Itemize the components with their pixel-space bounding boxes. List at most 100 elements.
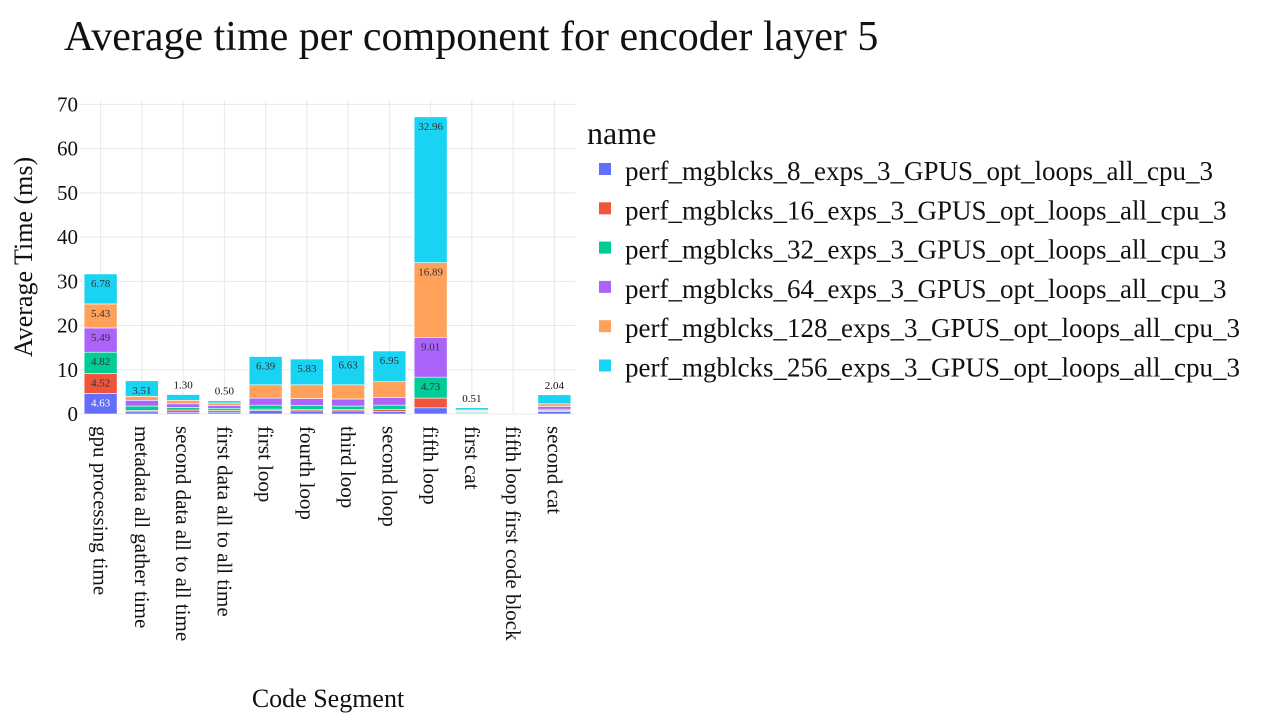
- x-tick-label: third loop: [336, 426, 360, 508]
- bar-segment: [372, 397, 407, 406]
- legend-entry: perf_mgblcks_256_exps_3_GPUS_opt_loops_a…: [625, 353, 1240, 383]
- bar-segment: [166, 403, 200, 408]
- bar-value-label: 5.49: [91, 332, 111, 344]
- y-axis-ticks: 0 10 20 30 40 50 60 70: [57, 92, 78, 426]
- bar-segment: [290, 358, 324, 386]
- bar-segment: [207, 400, 242, 404]
- bar-value-label: 1.30: [174, 380, 194, 392]
- bar-segment: [290, 405, 324, 410]
- x-tick-label: second data all to all time: [171, 426, 195, 641]
- legend: name perf_mgblcks_8_exps_3_GPUS_opt_loop…: [587, 115, 1240, 383]
- bar-segment: [331, 405, 365, 410]
- legend-entry: perf_mgblcks_64_exps_3_GPUS_opt_loops_al…: [625, 274, 1226, 304]
- bar-value-label: 6.78: [91, 278, 111, 290]
- bar-value-label: 4.52: [91, 378, 110, 390]
- x-tick-label: metadata all gather time: [130, 426, 154, 628]
- bar-segment: [413, 116, 448, 263]
- bar-segment: [537, 394, 572, 405]
- y-tick-label: 50: [57, 181, 78, 205]
- x-tick-label: fourth loop: [295, 426, 319, 520]
- y-tick-label: 40: [57, 225, 78, 249]
- bar-segment: [331, 410, 365, 415]
- bar-segment: [207, 405, 242, 409]
- bar-segment: [125, 380, 159, 397]
- legend-entry: perf_mgblcks_16_exps_3_GPUS_opt_loops_al…: [625, 195, 1226, 225]
- bar-segment: [290, 384, 324, 399]
- x-tick-label: first cat: [460, 426, 484, 490]
- bar-value-label: 2.04: [545, 380, 565, 392]
- bar-value-label: 32.96: [418, 121, 443, 133]
- bar-segment: [166, 394, 200, 401]
- y-tick-label: 70: [57, 92, 78, 116]
- grid-lines: [80, 100, 575, 415]
- bar-value-label: 0.51: [462, 393, 481, 405]
- x-tick-label: first loop: [254, 426, 278, 502]
- bar-segment: [537, 411, 572, 415]
- bar-segment: [166, 407, 200, 411]
- legend-swatch: [599, 280, 611, 293]
- bar-value-label: 9.01: [421, 341, 440, 353]
- x-tick-label: fifth loop first code block: [501, 426, 525, 641]
- bar-segment: [166, 409, 200, 413]
- bar-segment: [537, 403, 572, 407]
- legend-title: name: [587, 115, 656, 151]
- bar-segment: [537, 406, 572, 410]
- bar-segment: [413, 407, 448, 415]
- bar-value-label: 4.82: [91, 356, 110, 368]
- bars: 4.63 4.52 4.82 4.73 5.49 9.01 5.43 16.89 6.78 3.5…: [83, 116, 572, 415]
- legend-swatch: [599, 163, 611, 175]
- bar-segment: [248, 384, 283, 399]
- bar-segment: [166, 399, 200, 405]
- bar-segment: [83, 327, 118, 353]
- x-tick-label: second loop: [377, 426, 401, 527]
- bar-value-label: 5.83: [297, 363, 317, 375]
- bar-segment: [372, 411, 407, 415]
- legend-swatch: [599, 202, 611, 215]
- y-axis-title: Average Time (ms): [9, 157, 38, 357]
- x-axis-title: Code Segment: [252, 684, 405, 713]
- y-tick-label: 0: [68, 402, 79, 426]
- x-tick-label: fifth loop: [419, 426, 443, 505]
- x-tick-label: gpu processing time: [89, 426, 113, 595]
- bar-segment: [372, 350, 407, 383]
- bar-value-label: 6.95: [380, 355, 400, 367]
- y-tick-label: 30: [57, 269, 78, 293]
- y-tick-label: 60: [57, 137, 78, 161]
- bar-segment: [83, 273, 118, 305]
- bar-segment: [125, 399, 159, 407]
- bar-value-label: 4.63: [91, 398, 111, 410]
- bar-segment: [207, 407, 242, 411]
- bar-segment: [290, 410, 324, 415]
- bar-segment: [331, 398, 365, 407]
- bar-segment: [83, 303, 118, 329]
- legend-swatch: [599, 241, 611, 254]
- bar-value-label: 6.39: [256, 361, 276, 373]
- bar-segment: [331, 384, 365, 400]
- bar-segment: [290, 398, 324, 406]
- bar-segment: [248, 397, 283, 406]
- bar-segment: [125, 396, 159, 401]
- bar-value-label: 5.43: [91, 308, 111, 320]
- legend-entry: perf_mgblcks_8_exps_3_GPUS_opt_loops_all…: [625, 156, 1213, 186]
- legend-entry: perf_mgblcks_32_exps_3_GPUS_opt_loops_al…: [625, 235, 1226, 265]
- y-tick-label: 10: [57, 358, 78, 382]
- bar-segment: [248, 410, 283, 415]
- bar-segment: [372, 404, 407, 410]
- legend-swatch: [599, 359, 611, 372]
- bar-segment: [331, 355, 365, 386]
- bar-segment: [125, 411, 159, 415]
- bar-segment: [413, 337, 448, 378]
- legend-swatch: [599, 320, 611, 333]
- bar-segment: [455, 407, 489, 411]
- bar-value-label: 4.73: [421, 381, 441, 393]
- bar-value-label: 6.63: [339, 359, 359, 371]
- bar-value-label: 16.89: [418, 267, 443, 279]
- bar-segment: [125, 405, 159, 411]
- chart-title: Average time per component for encoder l…: [64, 14, 878, 60]
- bar-segment: [413, 397, 448, 409]
- legend-entry: perf_mgblcks_128_exps_3_GPUS_opt_loops_a…: [625, 313, 1240, 343]
- x-axis-ticks: gpu processing time metadata all gather t…: [89, 426, 567, 641]
- x-tick-label: second cat: [542, 426, 566, 514]
- bar-segment: [248, 404, 283, 410]
